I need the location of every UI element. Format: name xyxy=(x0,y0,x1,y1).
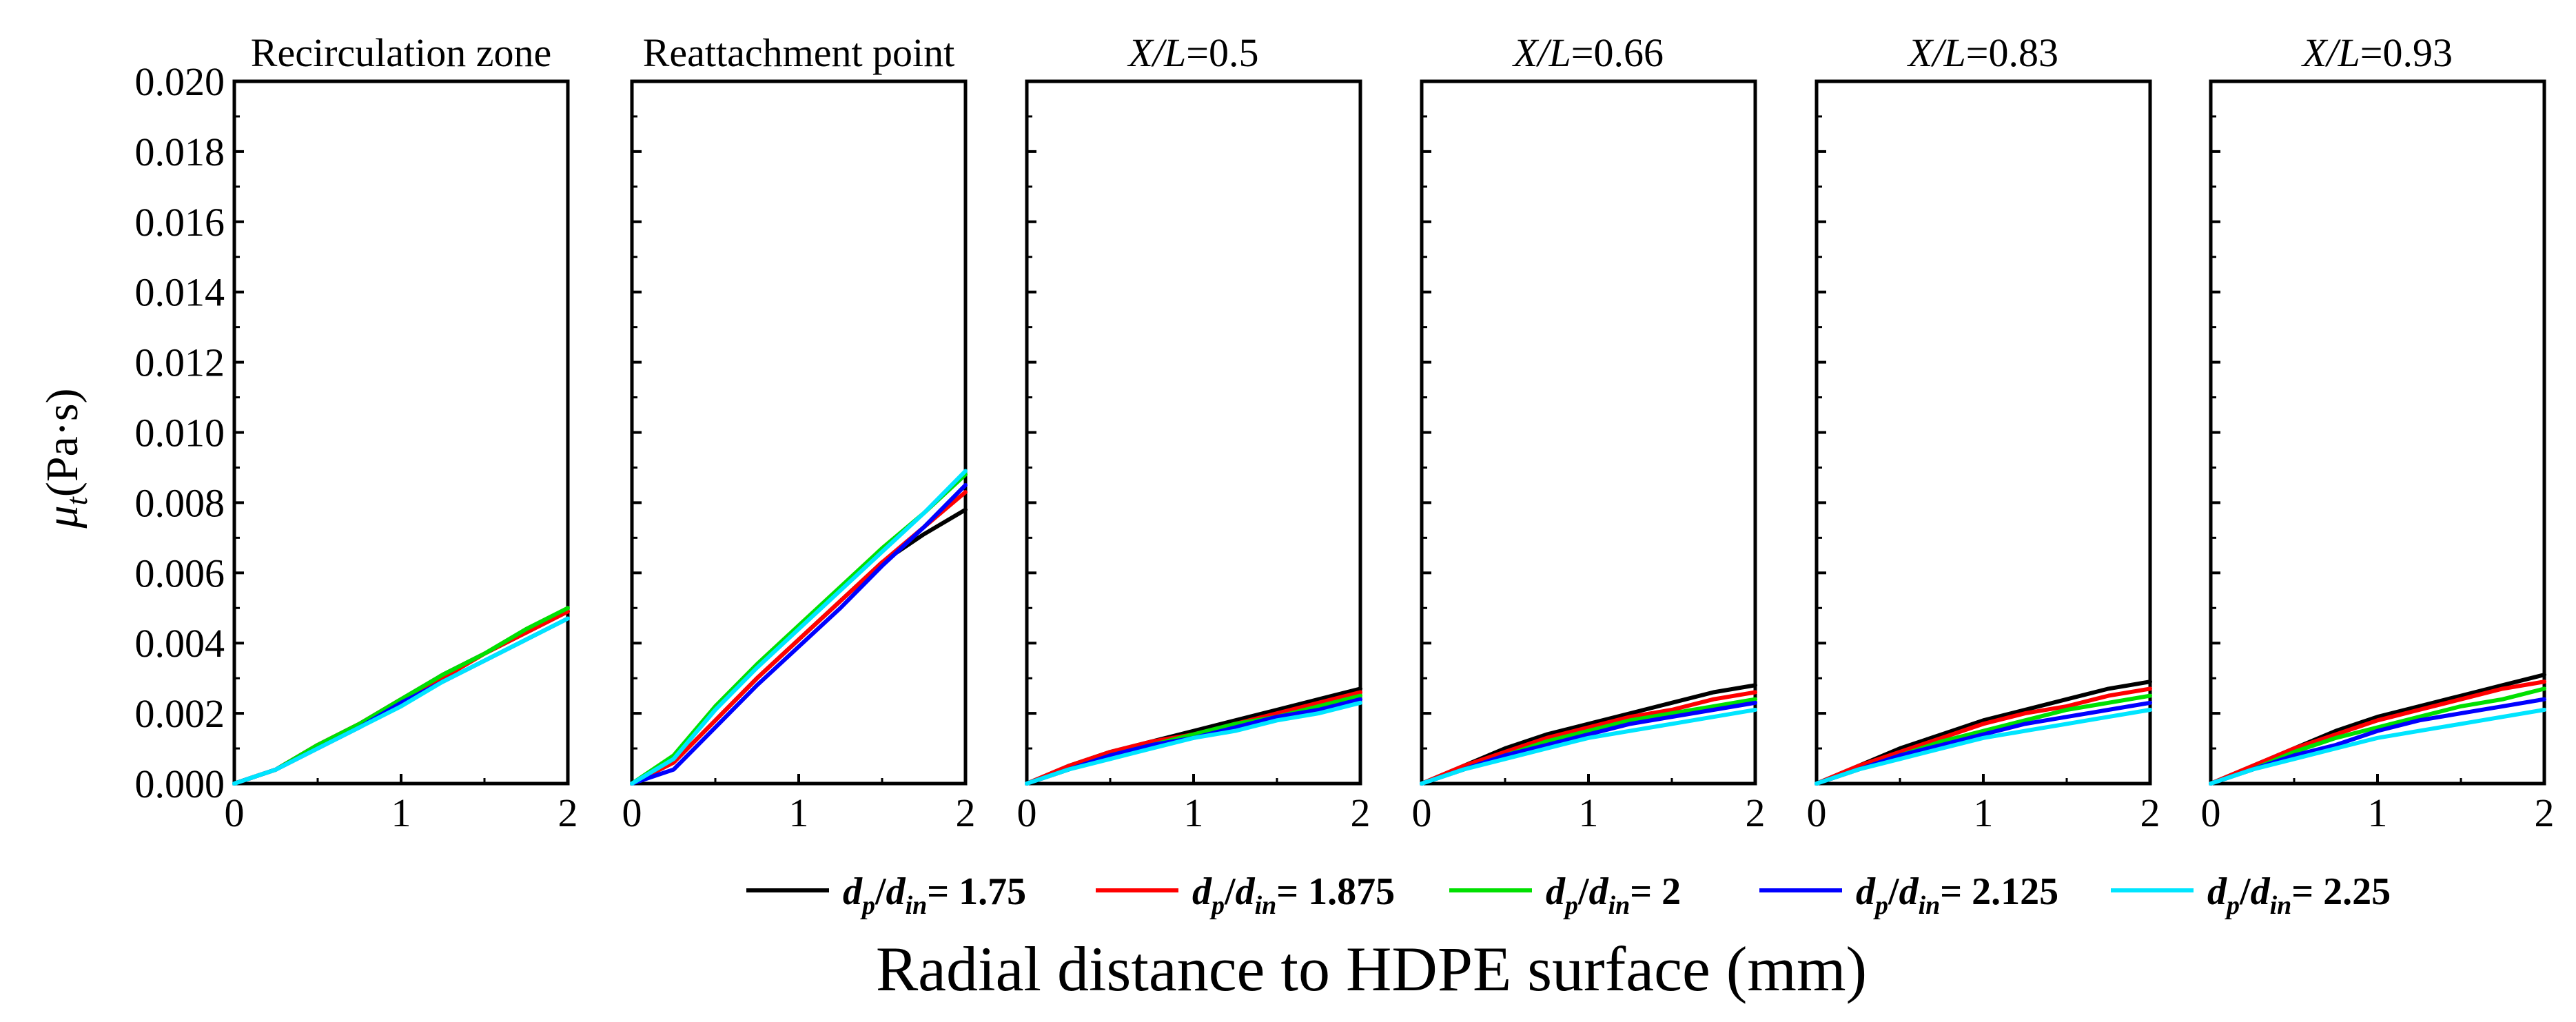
x-axis-label: Radial distance to HDPE surface (mm) xyxy=(876,934,1867,1004)
panel-5: 0 1 2 X/L=0.83 xyxy=(1807,30,2160,835)
x-tick-label: 2 xyxy=(1351,790,1371,835)
legend-item-2: dp/din= 1.875 xyxy=(1096,870,1395,920)
y-tick-label: 0.008 xyxy=(135,480,225,525)
series-line-5 xyxy=(1420,708,1757,786)
panel-2: 0 1 2 Reattachment point xyxy=(622,30,976,835)
y-axis-label-sub: t xyxy=(60,495,94,505)
series-line-4 xyxy=(1420,700,1757,786)
x-tick-label: 0 xyxy=(1412,790,1432,835)
panel-3: 0 1 2 X/L=0.5 xyxy=(1017,30,1371,835)
series-line-4 xyxy=(1025,697,1362,786)
series-line-5 xyxy=(1815,708,2152,786)
panel-frame xyxy=(1420,79,1757,786)
y-axis-label-unit: (Pa·s) xyxy=(37,389,88,498)
panel-title: X/L=0.83 xyxy=(1907,30,2058,75)
x-tick-label: 0 xyxy=(1017,790,1037,835)
y-axis-label-symbol: μ xyxy=(37,505,88,529)
panel-frame xyxy=(630,79,968,786)
panel-title: Reattachment point xyxy=(643,30,955,75)
legend-label: dp/din= 2.125 xyxy=(1856,870,2058,920)
y-tick-label: 0.004 xyxy=(135,621,225,666)
y-tick-label: 0.010 xyxy=(135,411,225,456)
y-tick-label: 0.002 xyxy=(135,691,225,736)
x-tick-label: 1 xyxy=(789,790,809,835)
y-tick-label: 0.000 xyxy=(135,762,225,806)
y-tick-label: 0.012 xyxy=(135,340,225,385)
legend: dp/din= 1.75 dp/din= 1.875 dp/din= 2 dp/din… xyxy=(746,870,2391,920)
y-axis-label: μt(Pa·s) xyxy=(37,389,94,529)
x-tick-label: 2 xyxy=(558,790,578,835)
legend-item-4: dp/din= 2.125 xyxy=(1759,870,2058,920)
series-line-4 xyxy=(2209,697,2546,786)
panel-frame xyxy=(2209,79,2546,786)
x-tick-label: 2 xyxy=(2535,790,2555,835)
y-tick-label: 0.018 xyxy=(135,130,225,174)
legend-label: dp/din= 2.25 xyxy=(2207,870,2391,920)
panel-frame xyxy=(232,79,570,786)
series-line-4 xyxy=(630,482,968,786)
series-line-2 xyxy=(2209,679,2546,786)
legend-label: dp/din= 2 xyxy=(1546,870,1681,920)
x-tick-label: 1 xyxy=(391,790,411,835)
x-tick-label: 1 xyxy=(1974,790,1994,835)
panel-6: 0 1 2 X/L=0.93 xyxy=(2201,30,2555,835)
x-tick-label: 1 xyxy=(2368,790,2388,835)
x-tick-label: 1 xyxy=(1579,790,1599,835)
y-tick-label: 0.006 xyxy=(135,551,225,595)
x-tick-label: 0 xyxy=(622,790,642,835)
y-tick-label: 0.014 xyxy=(135,270,225,315)
series-line-3 xyxy=(232,606,570,786)
x-tick-label: 1 xyxy=(1184,790,1204,835)
y-tick-label: 0.020 xyxy=(135,59,225,104)
legend-item-5: dp/din= 2.25 xyxy=(2111,870,2391,920)
series-line-5 xyxy=(2209,708,2546,786)
panel-title: X/L=0.66 xyxy=(1512,30,1664,75)
legend-label: dp/din= 1.75 xyxy=(843,870,1026,920)
legend-item-1: dp/din= 1.75 xyxy=(746,870,1026,920)
x-tick-label: 0 xyxy=(2201,790,2221,835)
series-line-5 xyxy=(630,469,968,786)
series-line-2 xyxy=(1420,690,1757,786)
x-tick-label: 0 xyxy=(1807,790,1827,835)
x-tick-label: 2 xyxy=(2140,790,2160,835)
panel-frame xyxy=(1025,79,1362,786)
series-line-5 xyxy=(232,616,570,786)
series-line-5 xyxy=(1025,700,1362,786)
panel-title: Recirculation zone xyxy=(251,30,551,75)
x-tick-label: 2 xyxy=(956,790,976,835)
legend-item-3: dp/din= 2 xyxy=(1449,870,1681,920)
panel-title: X/L=0.93 xyxy=(2301,30,2453,75)
x-tick-label: 0 xyxy=(225,790,245,835)
panel-1: 0.000 0.002 0.004 0.006 0.008 0.010 0.012 0.014… xyxy=(135,30,578,835)
series-line-4 xyxy=(1815,700,2152,786)
panel-title: X/L=0.5 xyxy=(1127,30,1258,75)
panel-frame xyxy=(1815,79,2152,786)
panels-layer: 0.000 0.002 0.004 0.006 0.008 0.010 0.012 0.014… xyxy=(135,30,2555,835)
series-line-2 xyxy=(1815,686,2152,786)
legend-label: dp/din= 1.875 xyxy=(1192,870,1395,920)
x-tick-label: 2 xyxy=(1746,790,1766,835)
panel-4: 0 1 2 X/L=0.66 xyxy=(1412,30,1766,835)
y-tick-label: 0.016 xyxy=(135,200,225,245)
